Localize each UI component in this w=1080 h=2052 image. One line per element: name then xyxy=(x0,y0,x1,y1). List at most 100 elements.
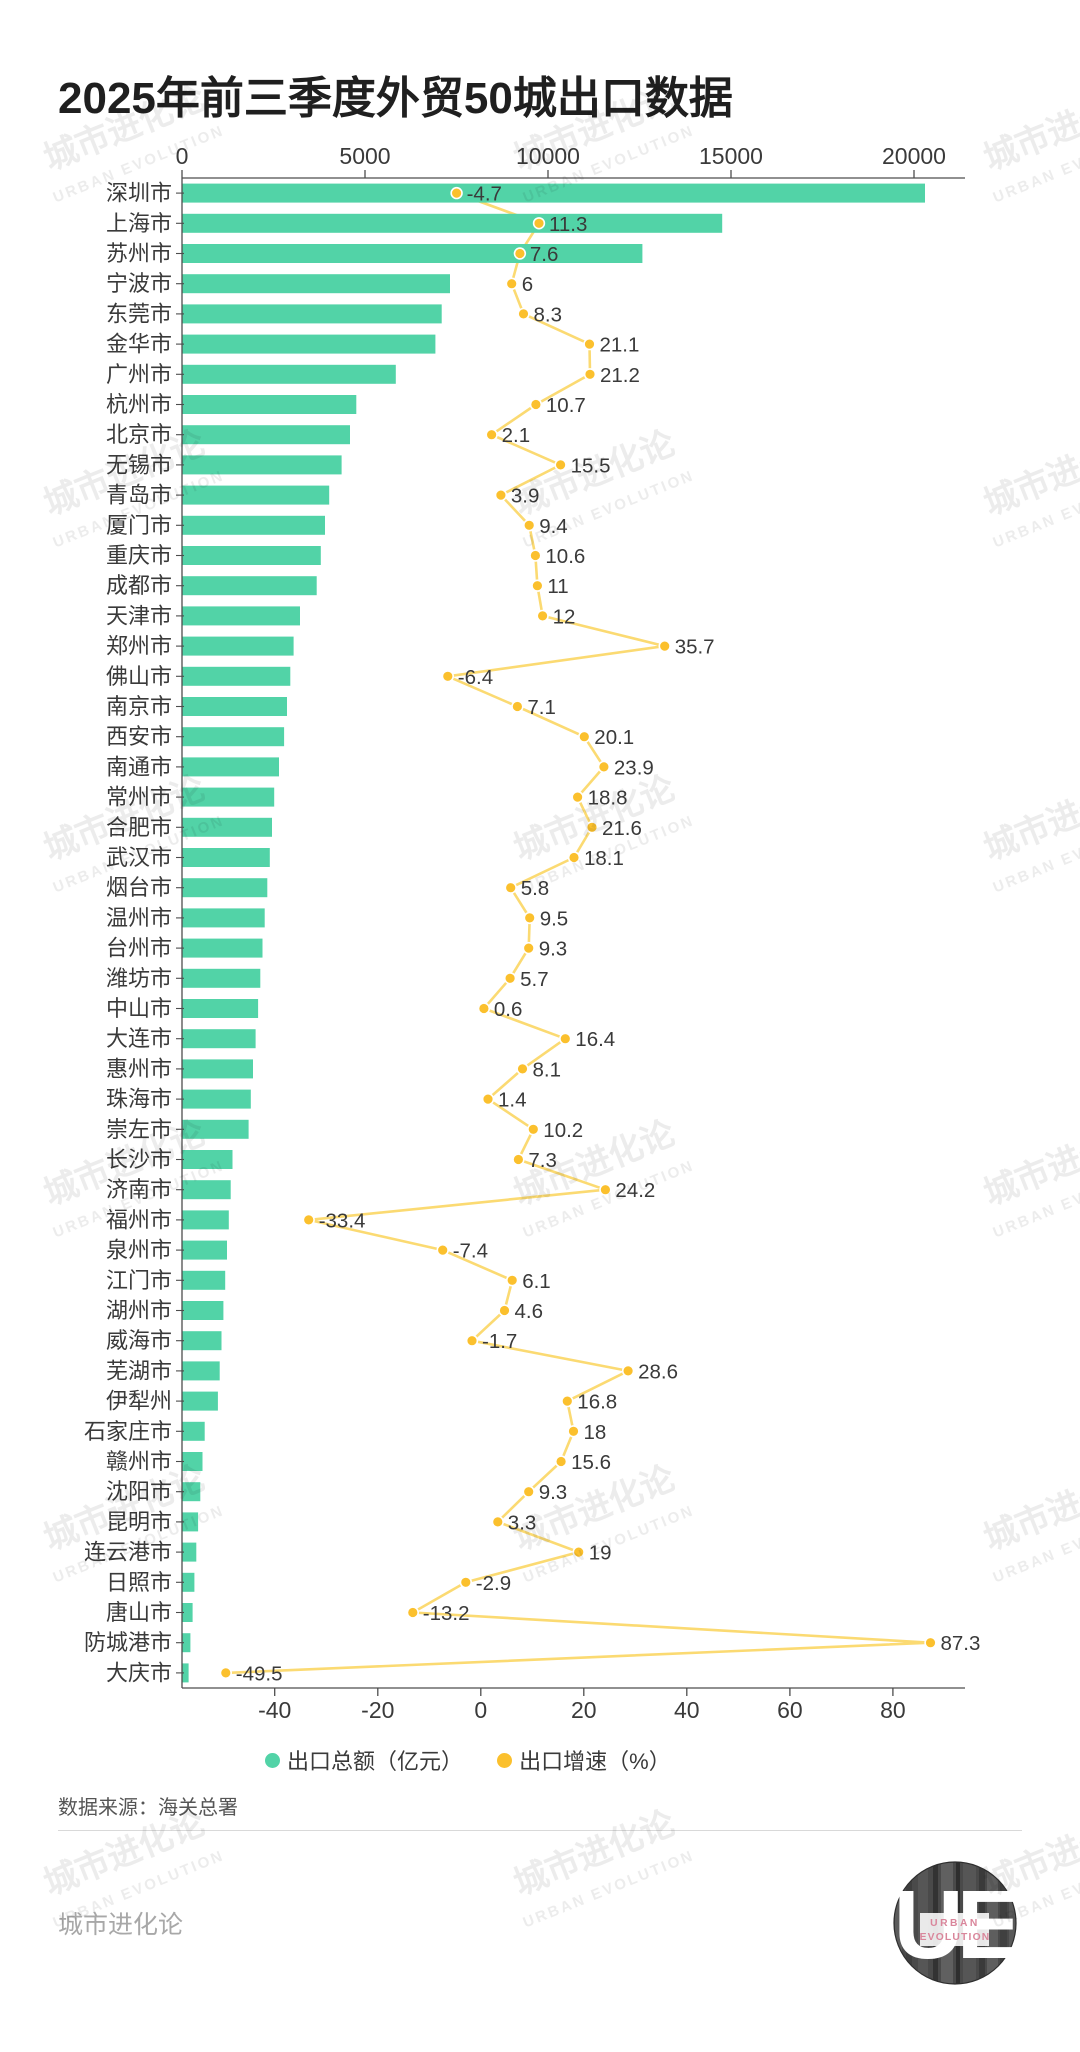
svg-text:潍坊市: 潍坊市 xyxy=(106,966,172,991)
svg-text:金华市: 金华市 xyxy=(106,332,172,357)
svg-text:11.3: 11.3 xyxy=(549,213,587,236)
svg-text:-20: -20 xyxy=(361,1697,394,1723)
svg-text:10.6: 10.6 xyxy=(545,545,585,568)
svg-text:0.6: 0.6 xyxy=(494,998,523,1021)
svg-text:8.1: 8.1 xyxy=(533,1058,562,1081)
svg-text:18.1: 18.1 xyxy=(584,847,624,870)
svg-text:21.6: 21.6 xyxy=(602,817,642,840)
svg-text:郑州市: 郑州市 xyxy=(106,634,172,659)
svg-text:上海市: 上海市 xyxy=(106,211,172,236)
svg-text:5000: 5000 xyxy=(339,143,390,169)
svg-text:泉州市: 泉州市 xyxy=(106,1238,172,1263)
svg-text:9.4: 9.4 xyxy=(539,515,568,538)
svg-text:5.7: 5.7 xyxy=(520,968,549,991)
svg-text:10.7: 10.7 xyxy=(546,394,586,417)
svg-text:6: 6 xyxy=(522,273,533,296)
svg-text:无锡市: 无锡市 xyxy=(106,452,172,477)
svg-text:常州市: 常州市 xyxy=(106,785,172,810)
svg-text:15000: 15000 xyxy=(699,143,763,169)
svg-text:福州市: 福州市 xyxy=(106,1207,172,1232)
svg-text:-4.7: -4.7 xyxy=(467,183,502,206)
svg-text:武汉市: 武汉市 xyxy=(106,845,172,870)
svg-text:20.1: 20.1 xyxy=(594,726,634,749)
svg-text:80: 80 xyxy=(880,1697,906,1723)
svg-text:6.1: 6.1 xyxy=(522,1270,551,1293)
svg-text:连云港市: 连云港市 xyxy=(84,1540,172,1565)
svg-text:7.1: 7.1 xyxy=(527,696,556,719)
svg-text:10000: 10000 xyxy=(516,143,580,169)
svg-text:大连市: 大连市 xyxy=(106,1026,172,1051)
svg-text:5.8: 5.8 xyxy=(521,877,550,900)
svg-text:温州市: 温州市 xyxy=(106,905,172,930)
svg-text:-40: -40 xyxy=(258,1697,291,1723)
svg-text:35.7: 35.7 xyxy=(675,636,715,659)
svg-text:20000: 20000 xyxy=(882,143,946,169)
svg-text:9.3: 9.3 xyxy=(539,1481,568,1504)
svg-text:-13.2: -13.2 xyxy=(423,1602,470,1625)
svg-text:大庆市: 大庆市 xyxy=(106,1660,172,1685)
svg-text:16.4: 16.4 xyxy=(575,1028,615,1051)
svg-text:防城港市: 防城港市 xyxy=(84,1630,172,1655)
svg-text:9.5: 9.5 xyxy=(540,907,569,930)
svg-text:23.9: 23.9 xyxy=(614,756,654,779)
svg-text:青岛市: 青岛市 xyxy=(106,483,172,508)
svg-text:沈阳市: 沈阳市 xyxy=(106,1479,172,1504)
svg-text:中山市: 中山市 xyxy=(106,996,172,1021)
svg-text:-6.4: -6.4 xyxy=(458,666,493,689)
svg-text:7.6: 7.6 xyxy=(530,243,559,266)
svg-text:-1.7: -1.7 xyxy=(482,1330,517,1353)
svg-text:赣州市: 赣州市 xyxy=(106,1449,172,1474)
svg-text:11: 11 xyxy=(547,575,568,598)
svg-text:天津市: 天津市 xyxy=(106,603,172,628)
svg-text:10.2: 10.2 xyxy=(543,1119,583,1142)
svg-text:北京市: 北京市 xyxy=(106,422,172,447)
svg-text:杭州市: 杭州市 xyxy=(106,392,172,417)
svg-text:9.3: 9.3 xyxy=(539,938,568,961)
svg-text:40: 40 xyxy=(674,1697,700,1723)
svg-text:厦门市: 厦门市 xyxy=(106,513,172,538)
svg-text:18: 18 xyxy=(584,1421,607,1444)
svg-text:19: 19 xyxy=(589,1542,612,1565)
svg-text:苏州市: 苏州市 xyxy=(106,241,172,266)
svg-text:日照市: 日照市 xyxy=(106,1570,172,1595)
svg-text:伊犁州: 伊犁州 xyxy=(106,1389,172,1414)
svg-text:3.3: 3.3 xyxy=(508,1511,537,1534)
svg-text:18.8: 18.8 xyxy=(588,787,628,810)
svg-text:-33.4: -33.4 xyxy=(319,1209,366,1232)
svg-text:16.8: 16.8 xyxy=(577,1391,617,1414)
svg-text:佛山市: 佛山市 xyxy=(106,664,172,689)
svg-text:0: 0 xyxy=(474,1697,487,1723)
svg-text:-7.4: -7.4 xyxy=(453,1240,488,1263)
svg-text:石家庄市: 石家庄市 xyxy=(84,1419,172,1444)
svg-text:宁波市: 宁波市 xyxy=(106,271,172,296)
svg-text:崇左市: 崇左市 xyxy=(106,1117,172,1142)
svg-text:1.4: 1.4 xyxy=(498,1089,527,1112)
svg-text:成都市: 成都市 xyxy=(106,573,172,598)
svg-text:0: 0 xyxy=(176,143,189,169)
svg-text:昆明市: 昆明市 xyxy=(106,1509,172,1534)
svg-text:12: 12 xyxy=(553,605,576,628)
svg-text:21.1: 21.1 xyxy=(600,334,640,357)
svg-text:湖州市: 湖州市 xyxy=(106,1298,172,1323)
svg-text:8.3: 8.3 xyxy=(534,303,563,326)
svg-text:87.3: 87.3 xyxy=(941,1632,981,1655)
svg-text:7.3: 7.3 xyxy=(528,1149,557,1172)
svg-text:芜湖市: 芜湖市 xyxy=(106,1358,172,1383)
svg-text:深圳市: 深圳市 xyxy=(106,181,172,206)
svg-text:台州市: 台州市 xyxy=(106,936,172,961)
svg-text:南京市: 南京市 xyxy=(106,694,172,719)
svg-text:-49.5: -49.5 xyxy=(236,1662,283,1685)
svg-text:江门市: 江门市 xyxy=(106,1268,172,1293)
svg-text:24.2: 24.2 xyxy=(615,1179,655,1202)
svg-text:21.2: 21.2 xyxy=(600,364,640,387)
svg-text:广州市: 广州市 xyxy=(106,362,172,387)
svg-text:南通市: 南通市 xyxy=(106,754,172,779)
svg-text:惠州市: 惠州市 xyxy=(106,1056,172,1081)
svg-text:20: 20 xyxy=(571,1697,597,1723)
svg-text:15.5: 15.5 xyxy=(571,454,611,477)
svg-text:重庆市: 重庆市 xyxy=(106,543,172,568)
svg-text:15.6: 15.6 xyxy=(571,1451,611,1474)
svg-text:合肥市: 合肥市 xyxy=(106,815,172,840)
svg-text:28.6: 28.6 xyxy=(638,1360,678,1383)
svg-text:济南市: 济南市 xyxy=(106,1177,172,1202)
